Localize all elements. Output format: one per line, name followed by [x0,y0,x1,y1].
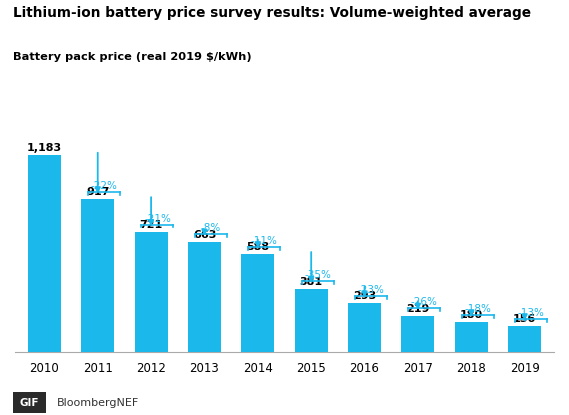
Text: -21%: -21% [144,214,171,224]
Bar [81,199,114,352]
Text: 180: 180 [460,310,483,320]
Text: -11%: -11% [251,236,278,246]
Bar [295,289,328,352]
Text: 293: 293 [353,291,376,301]
Bar [188,242,221,352]
Text: -8%: -8% [201,223,221,233]
Text: BloombergNEF: BloombergNEF [57,398,139,408]
Text: 721: 721 [139,220,163,230]
Bar [401,316,435,352]
Text: -18%: -18% [464,304,491,314]
Text: 917: 917 [86,187,109,198]
Bar [348,303,381,352]
Text: 588: 588 [246,242,269,252]
Text: 663: 663 [193,230,216,240]
Bar [455,322,488,352]
Text: -22%: -22% [90,181,118,191]
Bar [508,326,541,352]
Bar [134,232,168,352]
Text: -23%: -23% [357,285,385,295]
Text: Battery pack price (real 2019 $/kWh): Battery pack price (real 2019 $/kWh) [13,52,251,62]
Text: 156: 156 [513,314,536,325]
Text: -13%: -13% [518,308,545,318]
Text: -35%: -35% [304,271,331,281]
Text: GIF: GIF [19,398,39,408]
Text: 381: 381 [300,277,323,287]
Text: Lithium-ion battery price survey results: Volume-weighted average: Lithium-ion battery price survey results… [13,6,530,20]
Bar [28,155,61,352]
Text: -26%: -26% [411,298,438,308]
Text: 1,183: 1,183 [27,143,62,153]
Text: 219: 219 [406,304,430,314]
Bar [241,254,274,352]
